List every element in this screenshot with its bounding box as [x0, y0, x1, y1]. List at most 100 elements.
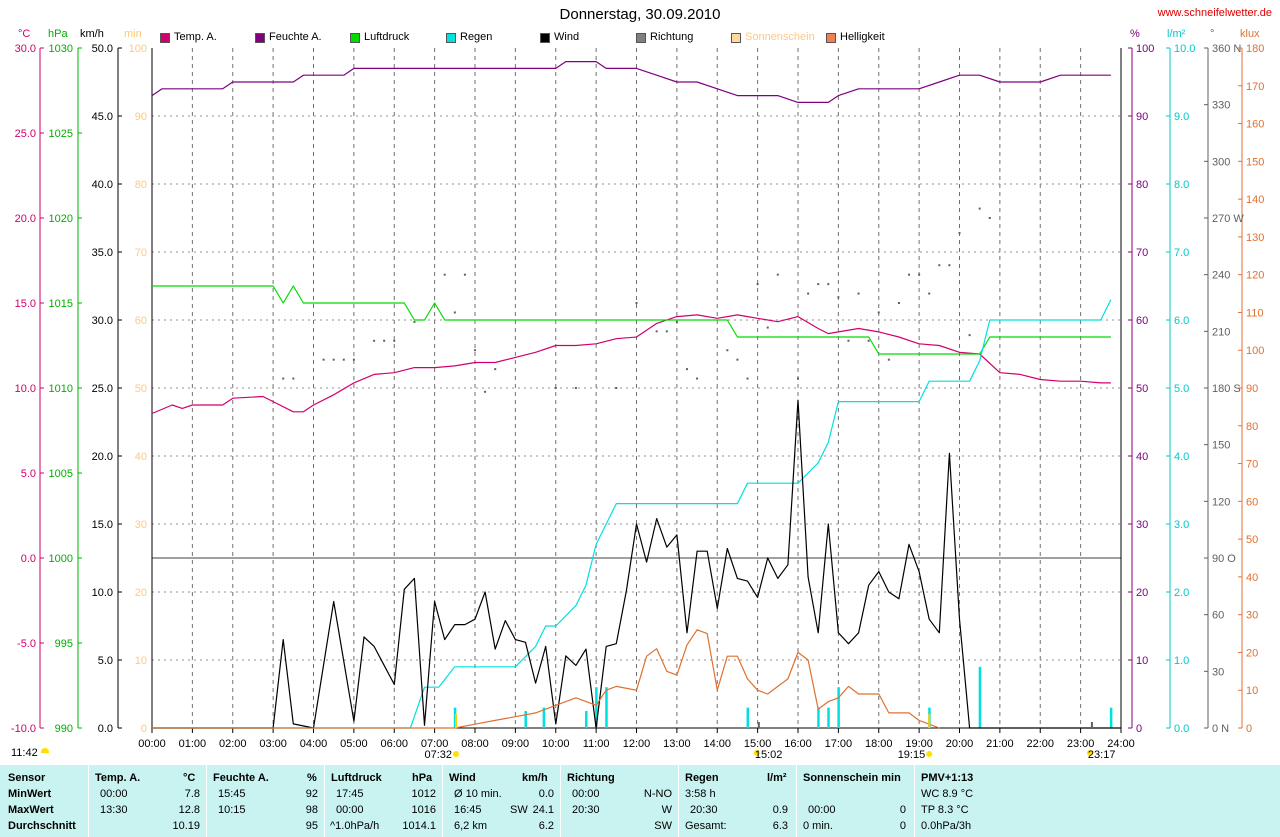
direction-point	[665, 330, 668, 333]
rain-bar	[585, 711, 588, 728]
x-tick-label: 02:00	[219, 738, 247, 750]
current-time-label: 11:42	[11, 747, 38, 759]
sunmin-axis-label: 70	[135, 247, 147, 259]
stats-temp-min: 7.8	[184, 788, 200, 800]
wind-axis-label: 45.0	[92, 111, 113, 123]
lux-axis-label: 140	[1246, 194, 1264, 206]
stats-wind-unit: km/h	[522, 772, 548, 784]
dir-axis-label: 0 N	[1212, 723, 1229, 735]
hum-axis-label: 50	[1136, 383, 1148, 395]
sun-icon	[453, 751, 460, 757]
x-tick-label: 06:00	[380, 738, 408, 750]
hum-axis-label: 40	[1136, 451, 1148, 463]
direction-point	[322, 358, 325, 361]
dir-axis-label: 210	[1212, 326, 1230, 338]
stats-row-min: MinWert	[8, 788, 52, 800]
wind-axis-label: 25.0	[92, 383, 113, 395]
stats-wind-avg: 6.2	[538, 820, 554, 832]
legend-sun-label: Sonnenschein	[745, 31, 815, 43]
direction-point	[807, 292, 810, 295]
dir-axis-label: 30	[1212, 666, 1224, 678]
direction-point	[837, 296, 840, 299]
stats-pmv-header: PMV+1:13	[921, 772, 974, 784]
direction-point	[897, 302, 900, 304]
lux-axis-label: 80	[1246, 421, 1258, 433]
legend-pres-label: Luftdruck	[364, 31, 410, 43]
direction-point	[797, 377, 799, 380]
dir-axis-label: 120	[1212, 496, 1230, 508]
temp-axis-label: 20.0	[15, 213, 36, 225]
x-tick-label: 07:00	[421, 738, 449, 750]
legend-lux-swatch	[826, 33, 836, 43]
rain-bar	[837, 687, 840, 728]
legend-wind-swatch	[540, 33, 550, 43]
direction-point	[292, 377, 295, 380]
wind-axis-label: 50.0	[92, 43, 113, 55]
pres-axis-label: 1005	[49, 468, 73, 480]
pres-axis-label: 1020	[49, 213, 73, 225]
lux-axis-label: 100	[1246, 345, 1264, 357]
direction-point	[847, 339, 850, 342]
rain-axis-label: 8.0	[1174, 179, 1189, 191]
hum-axis-label: 90	[1136, 111, 1148, 123]
moon-icon	[1086, 750, 1093, 756]
wind-axis-label: 35.0	[92, 247, 113, 259]
hum-axis-label: 80	[1136, 179, 1148, 191]
stats-pmv-max: TP 8.3 °C	[921, 804, 969, 816]
temp-axis-label: 0.0	[21, 553, 36, 565]
pres-axis-label: 1010	[49, 383, 73, 395]
direction-point	[352, 358, 355, 361]
stats-dir-max-time: 20:30	[572, 804, 600, 816]
stats-hum-max: 98	[305, 804, 318, 816]
direction-point	[615, 387, 618, 389]
stats-hum-header: Feuchte A.	[213, 772, 269, 784]
direction-point	[635, 302, 638, 304]
pres-axis-label: 995	[55, 638, 73, 650]
brightness-line	[152, 629, 940, 729]
website-link[interactable]: www.schneifelwetter.de	[1157, 7, 1272, 19]
pres-axis-label: 1025	[49, 128, 73, 140]
direction-point	[282, 377, 285, 380]
direction-point	[968, 334, 971, 337]
direction-point	[887, 358, 890, 361]
lux-axis-label: 170	[1246, 81, 1264, 93]
x-tick-label: 14:00	[703, 738, 731, 750]
direction-point	[342, 358, 345, 361]
x-tick-label: 03:00	[259, 738, 287, 750]
hum-axis-label: 100	[1136, 43, 1154, 55]
dir-axis-label: 150	[1212, 440, 1230, 452]
dir-axis-label: 90 O	[1212, 553, 1236, 565]
temp-axis-label: 15.0	[15, 298, 36, 310]
rain-axis-label: 1.0	[1174, 655, 1189, 667]
wind-axis-label: 30.0	[92, 315, 113, 327]
rain-bar	[746, 707, 750, 728]
humidity-line	[151, 60, 1111, 104]
stats-row-max: MaxWert	[8, 804, 54, 816]
direction-point	[746, 377, 749, 380]
x-tick-label: 10:00	[542, 738, 570, 750]
direction-point	[988, 217, 991, 219]
stats-wind-avg-note: 6,2 km	[454, 820, 488, 832]
stats-pres-header: Luftdruck	[331, 772, 382, 784]
x-tick-label: 20:00	[946, 738, 974, 750]
sunmin-axis-label: 90	[135, 111, 147, 123]
rain-axis-label: 7.0	[1174, 247, 1189, 259]
stats-pres-unit: hPa	[412, 772, 433, 784]
rain-bar	[1109, 707, 1113, 728]
sunmin-axis-label: 50	[135, 383, 147, 395]
sunmin-axis-label: 0	[141, 723, 147, 735]
stats-temp-min-time: 00:00	[100, 788, 128, 800]
direction-point	[574, 387, 577, 389]
legend-hum-swatch	[255, 33, 265, 43]
direction-point	[453, 311, 456, 314]
lux-axis-label: 180	[1246, 43, 1264, 55]
lux-axis-label: 70	[1246, 459, 1258, 471]
pres-axis-label: 1000	[49, 553, 73, 565]
stats-hum-max-time: 10:15	[218, 804, 246, 816]
stats-hum-unit: %	[307, 772, 317, 784]
lux-axis-label: 60	[1246, 496, 1258, 508]
direction-point	[373, 339, 376, 342]
sunmin-axis-label: 30	[135, 519, 147, 531]
stats-sun-header: Sonnenschein min	[803, 772, 901, 784]
direction-point	[494, 368, 497, 371]
